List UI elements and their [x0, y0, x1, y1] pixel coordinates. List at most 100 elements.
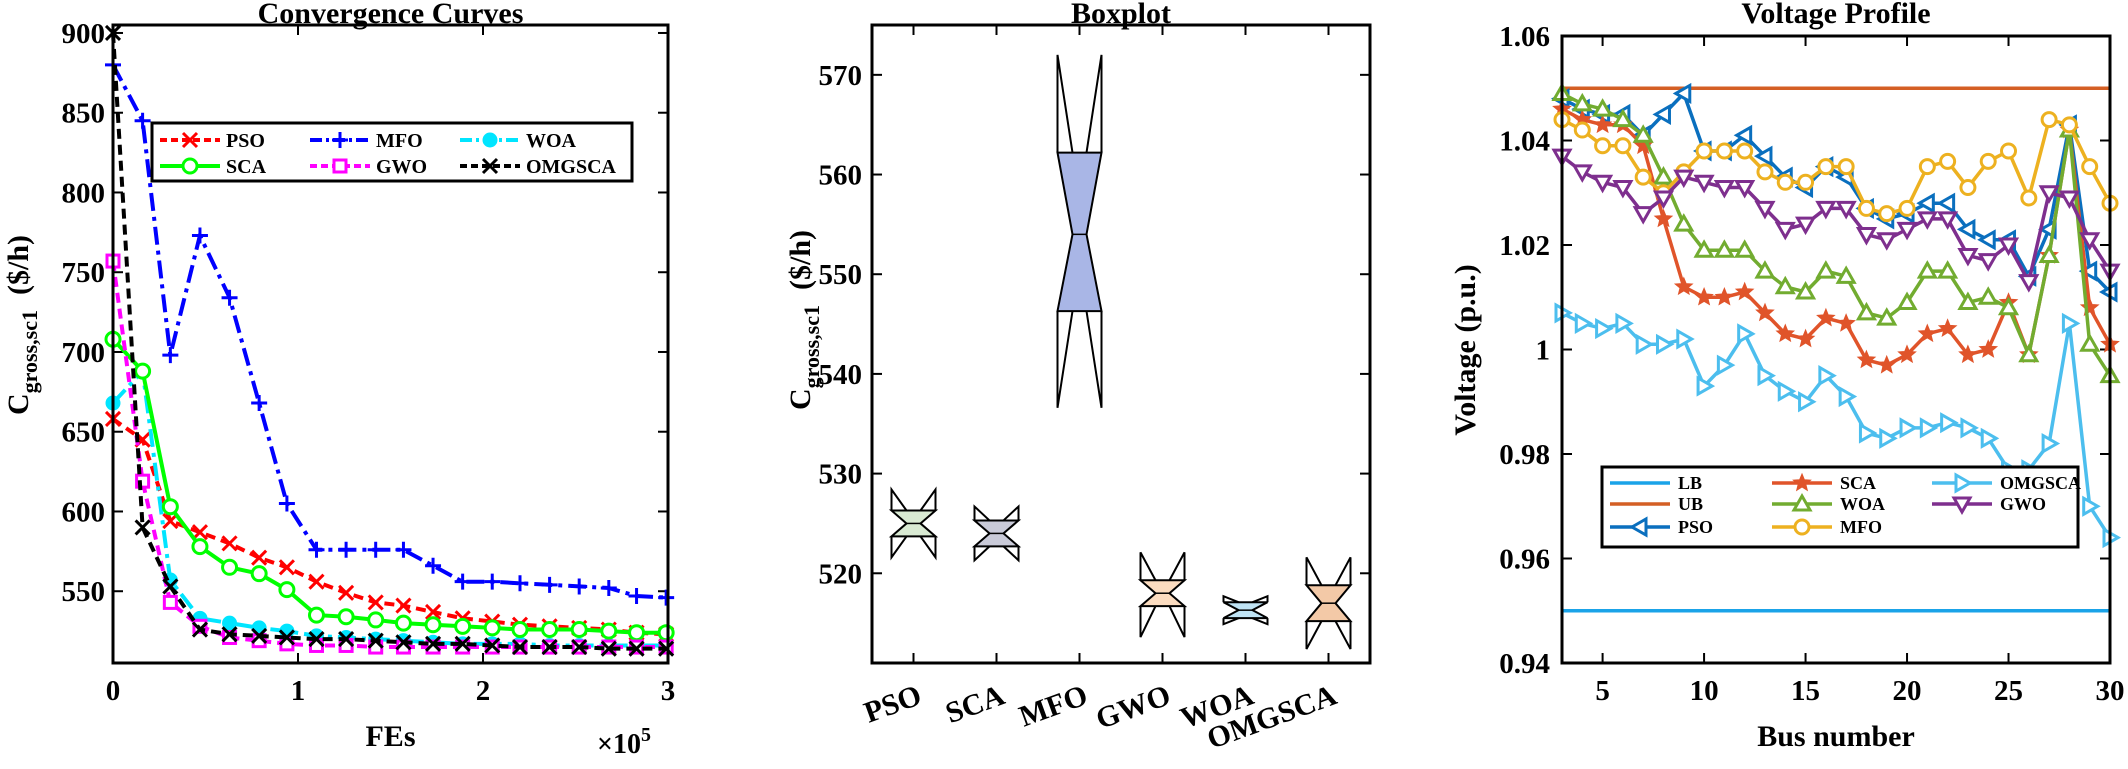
point-sca [1734, 281, 1755, 301]
point-pso [1753, 145, 1773, 167]
point-mfo [395, 541, 412, 558]
legend-marker-sca [1792, 472, 1812, 492]
point-mfo [1594, 137, 1612, 155]
point-gwo [1916, 211, 1938, 230]
point-pso [367, 594, 384, 611]
point-mfo [1756, 163, 1774, 181]
point-omgsca [484, 637, 501, 654]
point-sca [1917, 323, 1938, 343]
point-woa [2018, 343, 2040, 363]
point-sca [1775, 323, 1796, 343]
point-omgsca [1980, 427, 2000, 449]
point-sca [1958, 344, 1978, 364]
point-mfo [2081, 158, 2099, 176]
whisker-hi-mfo [1056, 54, 1103, 153]
y-tick-label: 850 [62, 98, 106, 130]
point-omgsca [2061, 312, 2081, 334]
point-mfo [628, 588, 645, 605]
point-gwo [1876, 232, 1898, 251]
point-omgsca [1635, 333, 1655, 355]
point-omgsca [1940, 412, 1959, 434]
point-gwo [1713, 180, 1735, 199]
point-mfo [1857, 199, 1875, 217]
x-tick-label: 3 [661, 675, 676, 707]
y-tick-label: 900 [62, 18, 106, 50]
point-omgsca [1919, 417, 1939, 439]
point-mfo [658, 589, 675, 606]
point-sca [161, 498, 179, 516]
box-mfo [1056, 151, 1103, 313]
legend-label-ub: UB [1678, 494, 1703, 514]
point-omgsca [424, 635, 442, 652]
x-tick-label-pso: PSO [860, 679, 926, 730]
point-woa [1896, 291, 1918, 310]
point-mfo [162, 347, 179, 364]
x-tick-label: 5 [1595, 675, 1610, 707]
point-sca [337, 608, 355, 626]
point-omgsca [541, 638, 558, 656]
point-omgsca [1696, 375, 1716, 397]
legend-marker-mfo [1793, 518, 1811, 536]
point-sca [367, 611, 385, 629]
point-omgsca [308, 631, 325, 648]
legend-label-lb: LB [1678, 473, 1702, 493]
point-sca [454, 617, 472, 635]
whisker-hi-gwo [1139, 551, 1186, 581]
point-sca [134, 362, 152, 380]
point-pso [1916, 192, 1935, 214]
legend-label-gwo: GWO [2000, 494, 2046, 514]
point-omgsca [1777, 380, 1797, 402]
voltage-ylabel: Voltage (p.u.) [1449, 264, 1482, 435]
point-sca [1694, 286, 1714, 306]
x-tick-label: 1 [291, 675, 306, 707]
point-woa [1937, 260, 1959, 279]
point-woa [1754, 260, 1776, 279]
point-omgsca [1960, 417, 1979, 439]
point-sca [600, 622, 618, 640]
boxplot-axes-frame [870, 23, 1372, 665]
point-gwo [2038, 185, 2060, 204]
y-tick-label: 0.94 [1499, 648, 1550, 680]
whisker-lo-woa [1222, 617, 1269, 626]
point-omgsca [1716, 354, 1736, 376]
point-gwo [2018, 274, 2040, 293]
legend-marker-sca [181, 157, 199, 175]
point-mfo [1878, 205, 1896, 223]
legend-label-woa: WOA [526, 130, 577, 152]
point-gwo [2079, 232, 2101, 251]
point-omgsca [1737, 323, 1756, 345]
convergence-ylabel: Cgross,sc1 ($/h) [2, 235, 42, 415]
point-sca [1795, 328, 1816, 348]
point-woa [1713, 239, 1735, 258]
point-pso [395, 597, 412, 614]
point-omgsca [367, 632, 384, 649]
legend-box [1600, 465, 2080, 549]
point-pso [2078, 260, 2098, 282]
point-woa [1632, 124, 1654, 143]
point-mfo [2000, 142, 2018, 160]
y-tick-label: 570 [819, 60, 863, 92]
y-tick-label: 1 [1536, 335, 1551, 367]
x-tick-label: 2 [476, 675, 491, 707]
legend-marker-mfo [332, 132, 348, 148]
point-mfo [1614, 137, 1632, 155]
point-mfo [251, 395, 268, 412]
legend-label-sca: SCA [226, 156, 267, 178]
point-mfo [308, 541, 325, 558]
point-pso [278, 559, 295, 576]
point-gwo [1571, 164, 1593, 183]
point-sca [657, 624, 675, 642]
x-tick-label: 10 [1690, 675, 1719, 707]
point-gwo [1612, 180, 1634, 199]
y-tick-label: 1.02 [1499, 230, 1550, 262]
convergence-legend: PSO MFO WOA SCA GWO OMGSCA [150, 121, 634, 183]
convergence-plot: 0 1 2 3 550 600 650 700 750 800 850 900 [62, 18, 676, 707]
point-mfo [484, 573, 501, 590]
legend-marker-gwo [332, 158, 348, 174]
point-sca [1755, 302, 1775, 322]
point-mfo [1837, 158, 1855, 176]
point-woa [1916, 260, 1938, 279]
